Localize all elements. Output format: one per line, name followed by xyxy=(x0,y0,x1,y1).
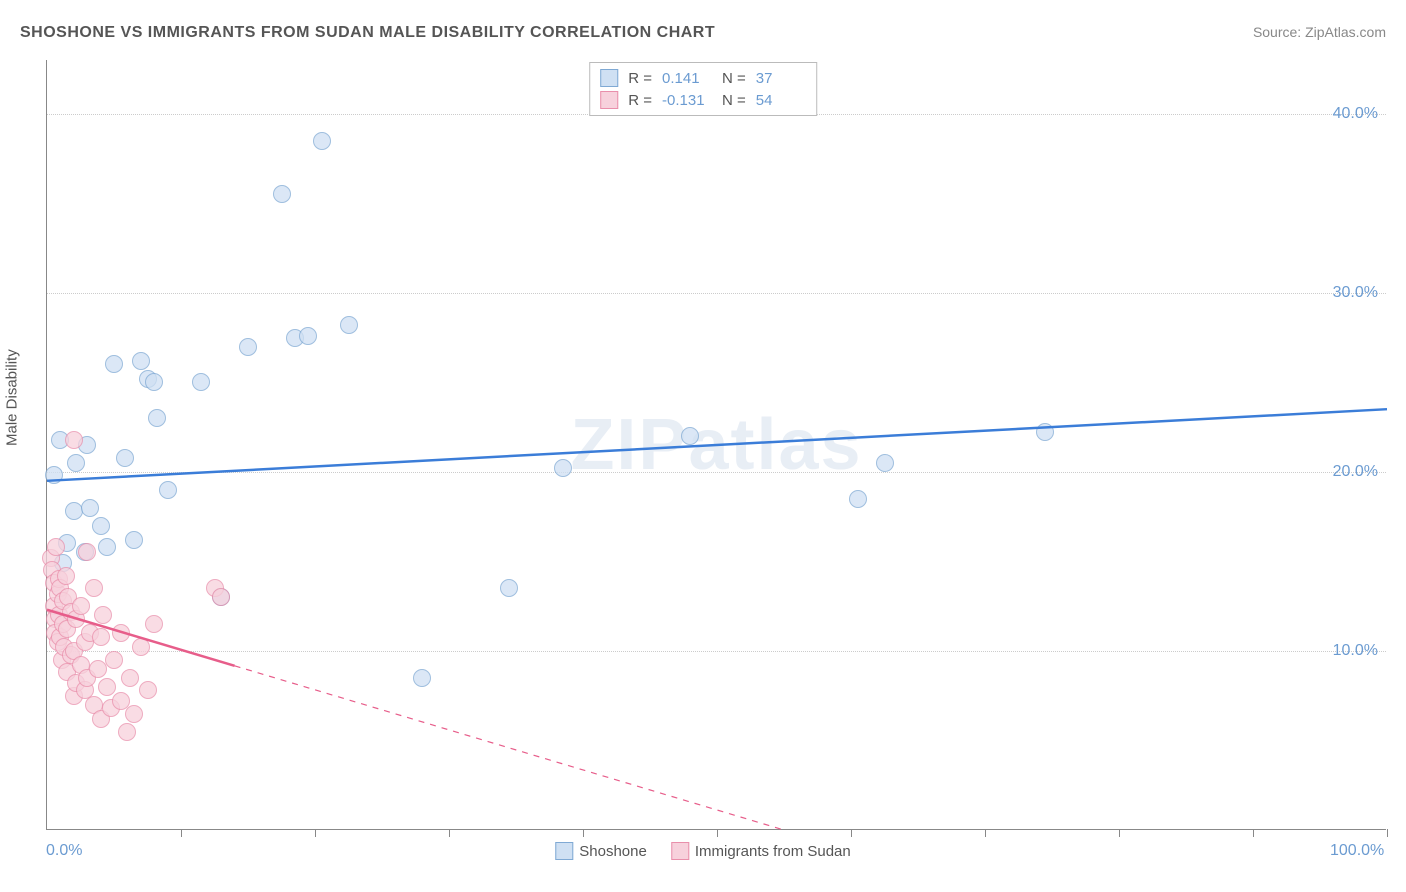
data-point xyxy=(145,373,163,391)
data-point xyxy=(212,588,230,606)
plot-area: ZIPatlas 10.0%20.0%30.0%40.0% xyxy=(46,60,1386,830)
legend-label: Shoshone xyxy=(579,843,647,860)
data-point xyxy=(132,638,150,656)
data-point xyxy=(132,352,150,370)
data-point xyxy=(340,316,358,334)
x-tick xyxy=(1387,829,1388,837)
y-tick-label: 10.0% xyxy=(1333,642,1378,660)
x-axis-label: 100.0% xyxy=(1330,842,1384,860)
grid-line xyxy=(47,472,1386,473)
x-axis-label: 0.0% xyxy=(46,842,82,860)
data-point xyxy=(98,678,116,696)
data-point xyxy=(81,499,99,517)
data-point xyxy=(125,705,143,723)
data-point xyxy=(67,454,85,472)
data-point xyxy=(500,579,518,597)
data-point xyxy=(313,132,331,150)
source-link[interactable]: ZipAtlas.com xyxy=(1305,24,1386,40)
chart-container: SHOSHONE VS IMMIGRANTS FROM SUDAN MALE D… xyxy=(0,0,1406,892)
r-label: R = xyxy=(628,92,652,109)
legend-swatch xyxy=(600,91,618,109)
n-label: N = xyxy=(722,70,746,87)
data-point xyxy=(92,628,110,646)
data-point xyxy=(116,449,134,467)
legend-stat-row: R = 0.141 N = 37 xyxy=(600,67,806,89)
x-tick xyxy=(583,829,584,837)
y-tick-label: 40.0% xyxy=(1333,105,1378,123)
legend-swatch xyxy=(555,842,573,860)
data-point xyxy=(1036,423,1054,441)
data-point xyxy=(94,606,112,624)
data-point xyxy=(98,538,116,556)
data-point xyxy=(681,427,699,445)
data-point xyxy=(112,624,130,642)
legend-stats: R = 0.141 N = 37 R = -0.131 N = 54 xyxy=(589,62,817,116)
data-point xyxy=(273,185,291,203)
legend-series: Shoshone Immigrants from Sudan xyxy=(555,842,850,860)
y-tick-label: 30.0% xyxy=(1333,284,1378,302)
data-point xyxy=(89,660,107,678)
n-value: 37 xyxy=(756,70,806,87)
data-point xyxy=(47,538,65,556)
source-label: Source: xyxy=(1253,24,1301,40)
chart-title: SHOSHONE VS IMMIGRANTS FROM SUDAN MALE D… xyxy=(20,24,715,42)
data-point xyxy=(125,531,143,549)
legend-swatch xyxy=(600,69,618,87)
r-label: R = xyxy=(628,70,652,87)
x-tick xyxy=(315,829,316,837)
data-point xyxy=(57,567,75,585)
x-tick xyxy=(717,829,718,837)
data-point xyxy=(849,490,867,508)
legend-swatch xyxy=(671,842,689,860)
data-point xyxy=(121,669,139,687)
data-point xyxy=(148,409,166,427)
y-axis-title: Male Disability xyxy=(4,349,21,446)
x-tick xyxy=(985,829,986,837)
data-point xyxy=(105,651,123,669)
n-label: N = xyxy=(722,92,746,109)
data-point xyxy=(78,543,96,561)
data-point xyxy=(159,481,177,499)
n-value: 54 xyxy=(756,92,806,109)
legend-item: Immigrants from Sudan xyxy=(671,842,851,860)
x-tick xyxy=(1119,829,1120,837)
data-point xyxy=(139,681,157,699)
x-tick xyxy=(181,829,182,837)
data-point xyxy=(65,431,83,449)
data-point xyxy=(92,517,110,535)
legend-stat-row: R = -0.131 N = 54 xyxy=(600,89,806,111)
grid-line xyxy=(47,651,1386,652)
data-point xyxy=(118,723,136,741)
data-point xyxy=(72,597,90,615)
legend-item: Shoshone xyxy=(555,842,647,860)
data-point xyxy=(239,338,257,356)
legend-label: Immigrants from Sudan xyxy=(695,843,851,860)
r-value: 0.141 xyxy=(662,70,712,87)
data-point xyxy=(145,615,163,633)
x-tick xyxy=(851,829,852,837)
x-tick xyxy=(1253,829,1254,837)
r-value: -0.131 xyxy=(662,92,712,109)
data-point xyxy=(299,327,317,345)
data-point xyxy=(413,669,431,687)
data-point xyxy=(85,579,103,597)
data-point xyxy=(554,459,572,477)
data-point xyxy=(105,355,123,373)
y-tick-label: 20.0% xyxy=(1333,463,1378,481)
grid-line xyxy=(47,293,1386,294)
data-point xyxy=(876,454,894,472)
x-tick xyxy=(449,829,450,837)
source-attribution: Source: ZipAtlas.com xyxy=(1253,24,1386,40)
data-point xyxy=(45,466,63,484)
data-point xyxy=(192,373,210,391)
